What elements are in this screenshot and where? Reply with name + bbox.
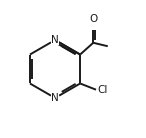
Text: Cl: Cl: [97, 85, 107, 95]
Text: O: O: [89, 14, 97, 24]
Text: N: N: [51, 35, 59, 45]
Text: N: N: [51, 93, 59, 103]
